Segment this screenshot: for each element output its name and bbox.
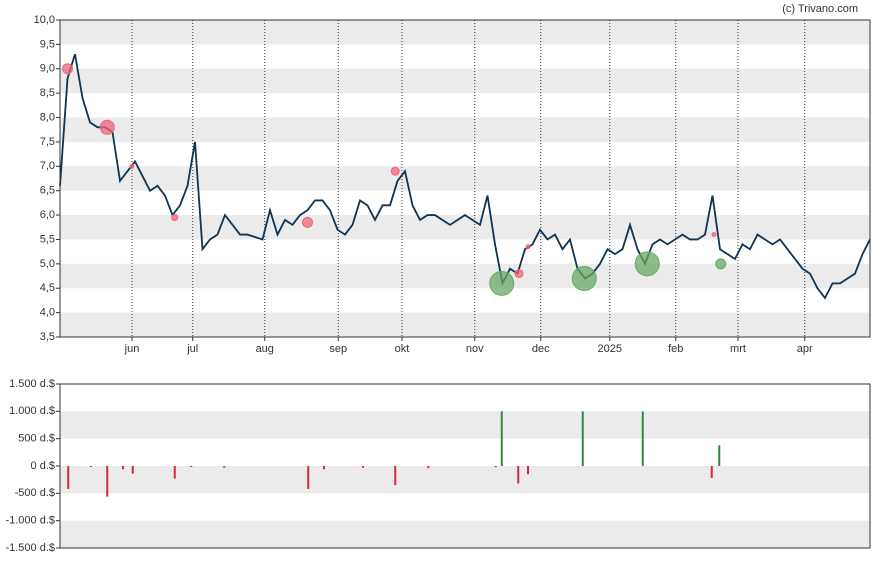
- x-tick-label: jun: [124, 343, 140, 355]
- y-tick-label: 8,0: [40, 111, 55, 123]
- y-tick-label: 10,0: [34, 14, 55, 26]
- grid-band: [60, 166, 870, 191]
- y-tick-label: 7,5: [40, 136, 55, 148]
- x-tick-label: apr: [797, 343, 813, 355]
- insider-marker: [171, 214, 179, 222]
- x-tick-label: feb: [668, 343, 683, 355]
- insider-marker: [525, 244, 531, 250]
- x-tick-label: nov: [466, 343, 484, 355]
- insider-marker: [129, 163, 135, 169]
- y-tick-label: 500 d.$: [18, 433, 55, 445]
- y-tick-label: 3,5: [40, 331, 55, 343]
- grid-band: [60, 312, 870, 337]
- x-tick-label: 2025: [598, 343, 622, 355]
- trade-bar: [307, 466, 310, 489]
- trade-bar: [710, 466, 713, 479]
- y-tick-label: 8,5: [40, 87, 55, 99]
- insider-marker: [634, 251, 660, 277]
- trade-bar: [581, 411, 584, 466]
- grid-band: [60, 466, 870, 494]
- y-tick-label: 9,5: [40, 38, 55, 50]
- x-tick-label: dec: [532, 343, 550, 355]
- trade-bar: [122, 466, 124, 470]
- y-tick-label: 4,0: [40, 307, 55, 319]
- y-tick-label: 7,0: [40, 160, 55, 172]
- grid-band: [60, 215, 870, 240]
- insider-marker: [711, 232, 717, 238]
- trade-bar: [427, 466, 430, 469]
- grid-band: [60, 263, 870, 289]
- price-line: [59, 53, 871, 300]
- insider-marker: [62, 63, 73, 75]
- trade-bar: [106, 466, 109, 497]
- y-tick-label: 1.500 d.$: [9, 378, 55, 390]
- plot-frame: [59, 19, 871, 338]
- y-tick-label: 5,0: [40, 258, 55, 270]
- y-tick-label: 9,0: [40, 63, 55, 75]
- trade-bar: [527, 466, 529, 475]
- trade-bar: [223, 466, 226, 468]
- y-tick-label: 6,0: [40, 209, 55, 221]
- x-tick-label: aug: [256, 343, 274, 355]
- grid-band: [60, 20, 870, 45]
- x-tick-label: sep: [329, 343, 347, 355]
- y-tick-label: 1.000 d.$: [9, 405, 55, 417]
- y-tick-label: -1.000 d.$: [5, 515, 55, 527]
- x-tick-label: mrt: [730, 343, 746, 355]
- trade-bar: [362, 466, 364, 468]
- insider-marker: [302, 216, 313, 228]
- trade-bar: [131, 466, 134, 474]
- y-tick-label: -1.500 d.$: [5, 542, 55, 554]
- credit: (c) Trivano.com: [782, 3, 858, 15]
- grid-band: [60, 411, 870, 439]
- grid-band: [60, 117, 870, 142]
- trade-bar: [394, 466, 397, 486]
- trade-bar: [190, 466, 193, 468]
- y-tick-label: 6,5: [40, 185, 55, 197]
- insider-marker: [571, 265, 597, 291]
- trade-bar: [494, 466, 497, 468]
- insider-marker: [390, 166, 400, 176]
- grid-band: [60, 520, 870, 548]
- insider-marker: [715, 258, 727, 270]
- trade-bar: [718, 445, 721, 466]
- x-tick-label: jul: [186, 343, 198, 355]
- insider-marker: [514, 269, 524, 279]
- trade-bar: [173, 466, 176, 479]
- grid-band: [60, 68, 870, 94]
- trade-bar: [67, 466, 70, 489]
- trade-bar: [641, 411, 644, 466]
- insider-marker: [489, 270, 515, 296]
- trade-bar: [89, 466, 92, 468]
- trade-bar: [500, 411, 503, 466]
- x-tick-label: okt: [395, 343, 410, 355]
- y-tick-label: -500 d.$: [15, 487, 55, 499]
- trade-bar: [323, 466, 325, 470]
- insider-marker: [99, 119, 115, 135]
- y-tick-label: 0 d.$: [31, 460, 55, 472]
- plot-frame: [59, 383, 871, 549]
- y-tick-label: 4,5: [40, 282, 55, 294]
- trade-bar: [517, 466, 520, 484]
- y-tick-label: 5,5: [40, 233, 55, 245]
